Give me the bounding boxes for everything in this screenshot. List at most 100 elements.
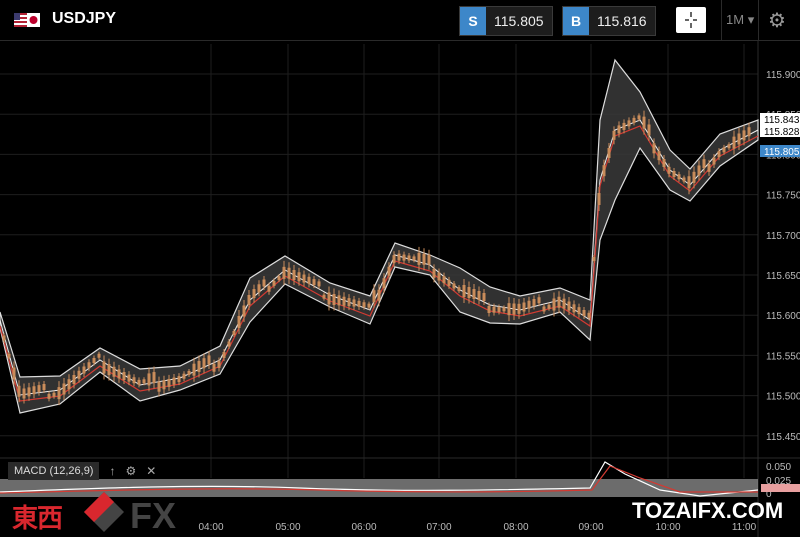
y-tick-label: 115.450 bbox=[766, 432, 800, 443]
candle bbox=[317, 281, 321, 287]
chevron-down-icon: ▾ bbox=[747, 12, 755, 27]
candle bbox=[152, 372, 156, 384]
divider bbox=[758, 0, 759, 40]
candle bbox=[112, 366, 116, 377]
candle bbox=[652, 143, 656, 154]
candle bbox=[82, 366, 86, 374]
candle bbox=[377, 289, 381, 301]
macd-signal-line bbox=[0, 465, 758, 494]
buy-button[interactable]: B 115.816 bbox=[562, 6, 656, 36]
x-tick-label: 07:00 bbox=[426, 522, 451, 533]
candle bbox=[582, 310, 586, 316]
candle bbox=[307, 276, 311, 284]
candle bbox=[447, 279, 451, 286]
candle bbox=[472, 289, 476, 299]
candle bbox=[557, 296, 561, 308]
timeframe-value: 1M bbox=[726, 12, 745, 27]
candle bbox=[632, 117, 636, 123]
candle bbox=[362, 302, 366, 308]
candle bbox=[642, 116, 646, 129]
candle bbox=[727, 144, 731, 149]
candle bbox=[537, 297, 541, 304]
candle bbox=[692, 171, 696, 183]
candle bbox=[107, 364, 111, 376]
candle bbox=[737, 133, 741, 145]
timeframe-dropdown[interactable]: 1M ▾ bbox=[726, 12, 754, 28]
candle bbox=[122, 372, 126, 380]
gear-icon[interactable]: ⚙ bbox=[125, 464, 137, 478]
candle bbox=[732, 136, 736, 149]
candle bbox=[332, 294, 336, 305]
candle bbox=[302, 274, 306, 283]
arrow-up-icon[interactable]: ↑ bbox=[109, 464, 116, 478]
candle bbox=[252, 289, 256, 299]
macd-label[interactable]: MACD (12,26,9) bbox=[8, 462, 100, 480]
macd-header: MACD (12,26,9) ↑ ⚙ ✕ bbox=[0, 461, 156, 481]
candle bbox=[32, 386, 36, 395]
candle bbox=[697, 165, 701, 176]
candle bbox=[297, 272, 301, 282]
candle bbox=[477, 291, 481, 300]
candle bbox=[657, 151, 661, 161]
candle bbox=[442, 276, 446, 284]
candle bbox=[467, 287, 471, 298]
candle bbox=[587, 312, 591, 318]
close-icon[interactable]: ✕ bbox=[146, 464, 157, 478]
x-tick-label: 04:00 bbox=[198, 522, 223, 533]
x-tick-label: 10:00 bbox=[655, 522, 680, 533]
candle bbox=[392, 255, 396, 264]
candle bbox=[52, 392, 56, 397]
sell-button[interactable]: S 115.805 bbox=[459, 6, 553, 36]
candle bbox=[47, 393, 51, 399]
y-tick-label: 115.500 bbox=[766, 392, 800, 403]
candle bbox=[272, 280, 276, 286]
candle bbox=[382, 278, 386, 289]
candle bbox=[257, 284, 261, 293]
candle bbox=[707, 163, 711, 172]
candle bbox=[667, 166, 671, 174]
candle bbox=[552, 298, 556, 311]
divider bbox=[721, 0, 722, 40]
candle bbox=[182, 373, 186, 379]
candle bbox=[237, 316, 241, 328]
candle bbox=[37, 385, 41, 393]
price-chart[interactable]: 115.900115.850115.800115.750115.700115.6… bbox=[0, 41, 800, 537]
candle bbox=[277, 276, 281, 281]
x-tick-label: 09:00 bbox=[578, 522, 603, 533]
macd-tick-label: 0.050 bbox=[766, 462, 791, 473]
watermark-right: FX bbox=[130, 495, 177, 536]
y-tick-label: 115.550 bbox=[766, 351, 800, 362]
candle bbox=[572, 304, 576, 313]
price-label: 115.828 bbox=[764, 127, 800, 138]
candle bbox=[412, 256, 416, 261]
candle bbox=[452, 283, 456, 289]
candle bbox=[597, 193, 601, 205]
gear-icon[interactable]: ⚙ bbox=[768, 10, 786, 32]
buy-price: 115.816 bbox=[597, 13, 647, 29]
candle bbox=[592, 257, 596, 261]
candle bbox=[387, 266, 391, 276]
top-bar: USDJPY S 115.805 B 115.816 1M ▾ ⚙ bbox=[0, 0, 800, 41]
price-label-bg bbox=[760, 145, 800, 157]
candle bbox=[522, 302, 526, 312]
candle bbox=[247, 295, 251, 305]
crosshair-button[interactable] bbox=[676, 7, 706, 33]
candle bbox=[77, 370, 81, 379]
y-tick-label: 115.600 bbox=[766, 311, 800, 322]
candle bbox=[132, 377, 136, 384]
candle bbox=[62, 383, 66, 395]
price-label: 115.843 bbox=[764, 115, 800, 126]
candle bbox=[682, 177, 686, 182]
candle bbox=[167, 378, 171, 387]
candle bbox=[747, 127, 751, 137]
candle bbox=[217, 360, 221, 368]
candle bbox=[142, 379, 146, 384]
candle bbox=[627, 120, 631, 127]
candle bbox=[7, 353, 11, 358]
candle bbox=[72, 375, 76, 384]
candle bbox=[427, 254, 431, 265]
candle bbox=[212, 363, 216, 372]
candle bbox=[352, 299, 356, 307]
candle bbox=[457, 287, 461, 292]
candle bbox=[602, 165, 606, 177]
